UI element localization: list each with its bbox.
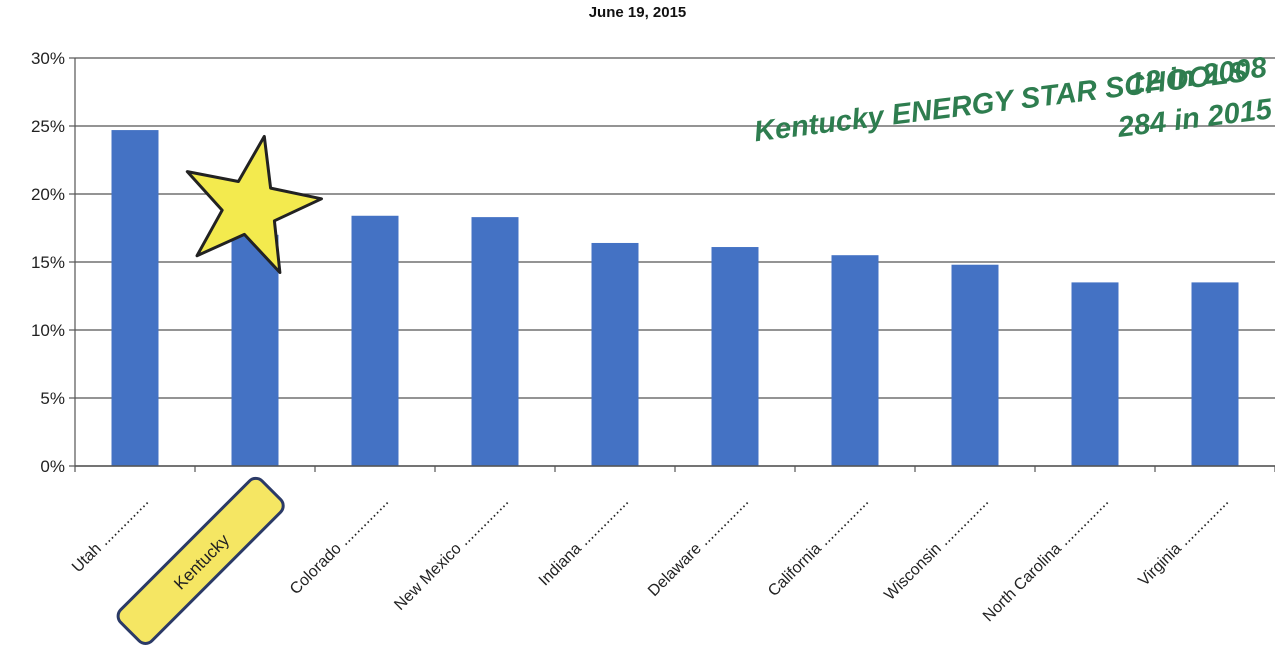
y-tick-label: 0%	[40, 457, 65, 476]
star-icon	[185, 134, 323, 274]
kentucky-highlight-box	[116, 476, 285, 645]
x-axis: Utah .............. Kentucky Colorado ....…	[69, 465, 1275, 645]
x-tick-label-group: North Carolina ..............	[980, 493, 1112, 625]
bar	[1191, 282, 1239, 466]
y-axis: 0% 5% 10% 15% 20% 25% 30%	[31, 49, 76, 476]
bar	[831, 255, 879, 466]
x-tick-label-group: Colorado ..............	[287, 493, 392, 598]
x-tick-label-group: Delaware ..............	[645, 493, 752, 600]
x-tick-label-group: California ..............	[765, 493, 872, 600]
bar	[351, 215, 399, 466]
x-tick-label: California ..............	[765, 493, 872, 600]
y-tick-label: 25%	[31, 117, 65, 136]
y-tick-label: 30%	[31, 49, 65, 68]
y-tick-label: 5%	[40, 389, 65, 408]
x-tick-label-group: Utah ..............	[69, 493, 152, 576]
bar	[231, 234, 279, 466]
chart-subtitle: June 19, 2015	[588, 4, 687, 21]
x-tick-label-group: New Mexico ..............	[391, 493, 512, 614]
y-tick-label: 15%	[31, 253, 65, 272]
x-tick-label: Indiana ..............	[536, 493, 632, 589]
x-tick-label: North Carolina ..............	[980, 493, 1112, 625]
x-tick-label: Colorado ..............	[287, 493, 392, 598]
x-tick-label-group: Wisconsin ..............	[881, 493, 992, 604]
x-tick-label: Wisconsin ..............	[881, 493, 992, 604]
bars	[111, 130, 1239, 466]
x-tick-label: Delaware ..............	[645, 493, 752, 600]
bar	[1071, 282, 1119, 466]
x-tick-label: New Mexico ..............	[391, 493, 512, 614]
x-tick-label: Virginia ..............	[1135, 493, 1232, 590]
bar	[591, 242, 639, 466]
bar	[471, 217, 519, 466]
y-tick-label: 10%	[31, 321, 65, 340]
x-tick-label-group: Indiana ..............	[536, 493, 632, 589]
x-tick-label: Utah ..............	[69, 493, 152, 576]
star-shape	[185, 134, 323, 274]
x-tick-label-group: Virginia ..............	[1135, 493, 1232, 590]
bar	[951, 264, 999, 466]
bar	[111, 130, 159, 466]
y-tick-label: 20%	[31, 185, 65, 204]
bar	[711, 247, 759, 466]
